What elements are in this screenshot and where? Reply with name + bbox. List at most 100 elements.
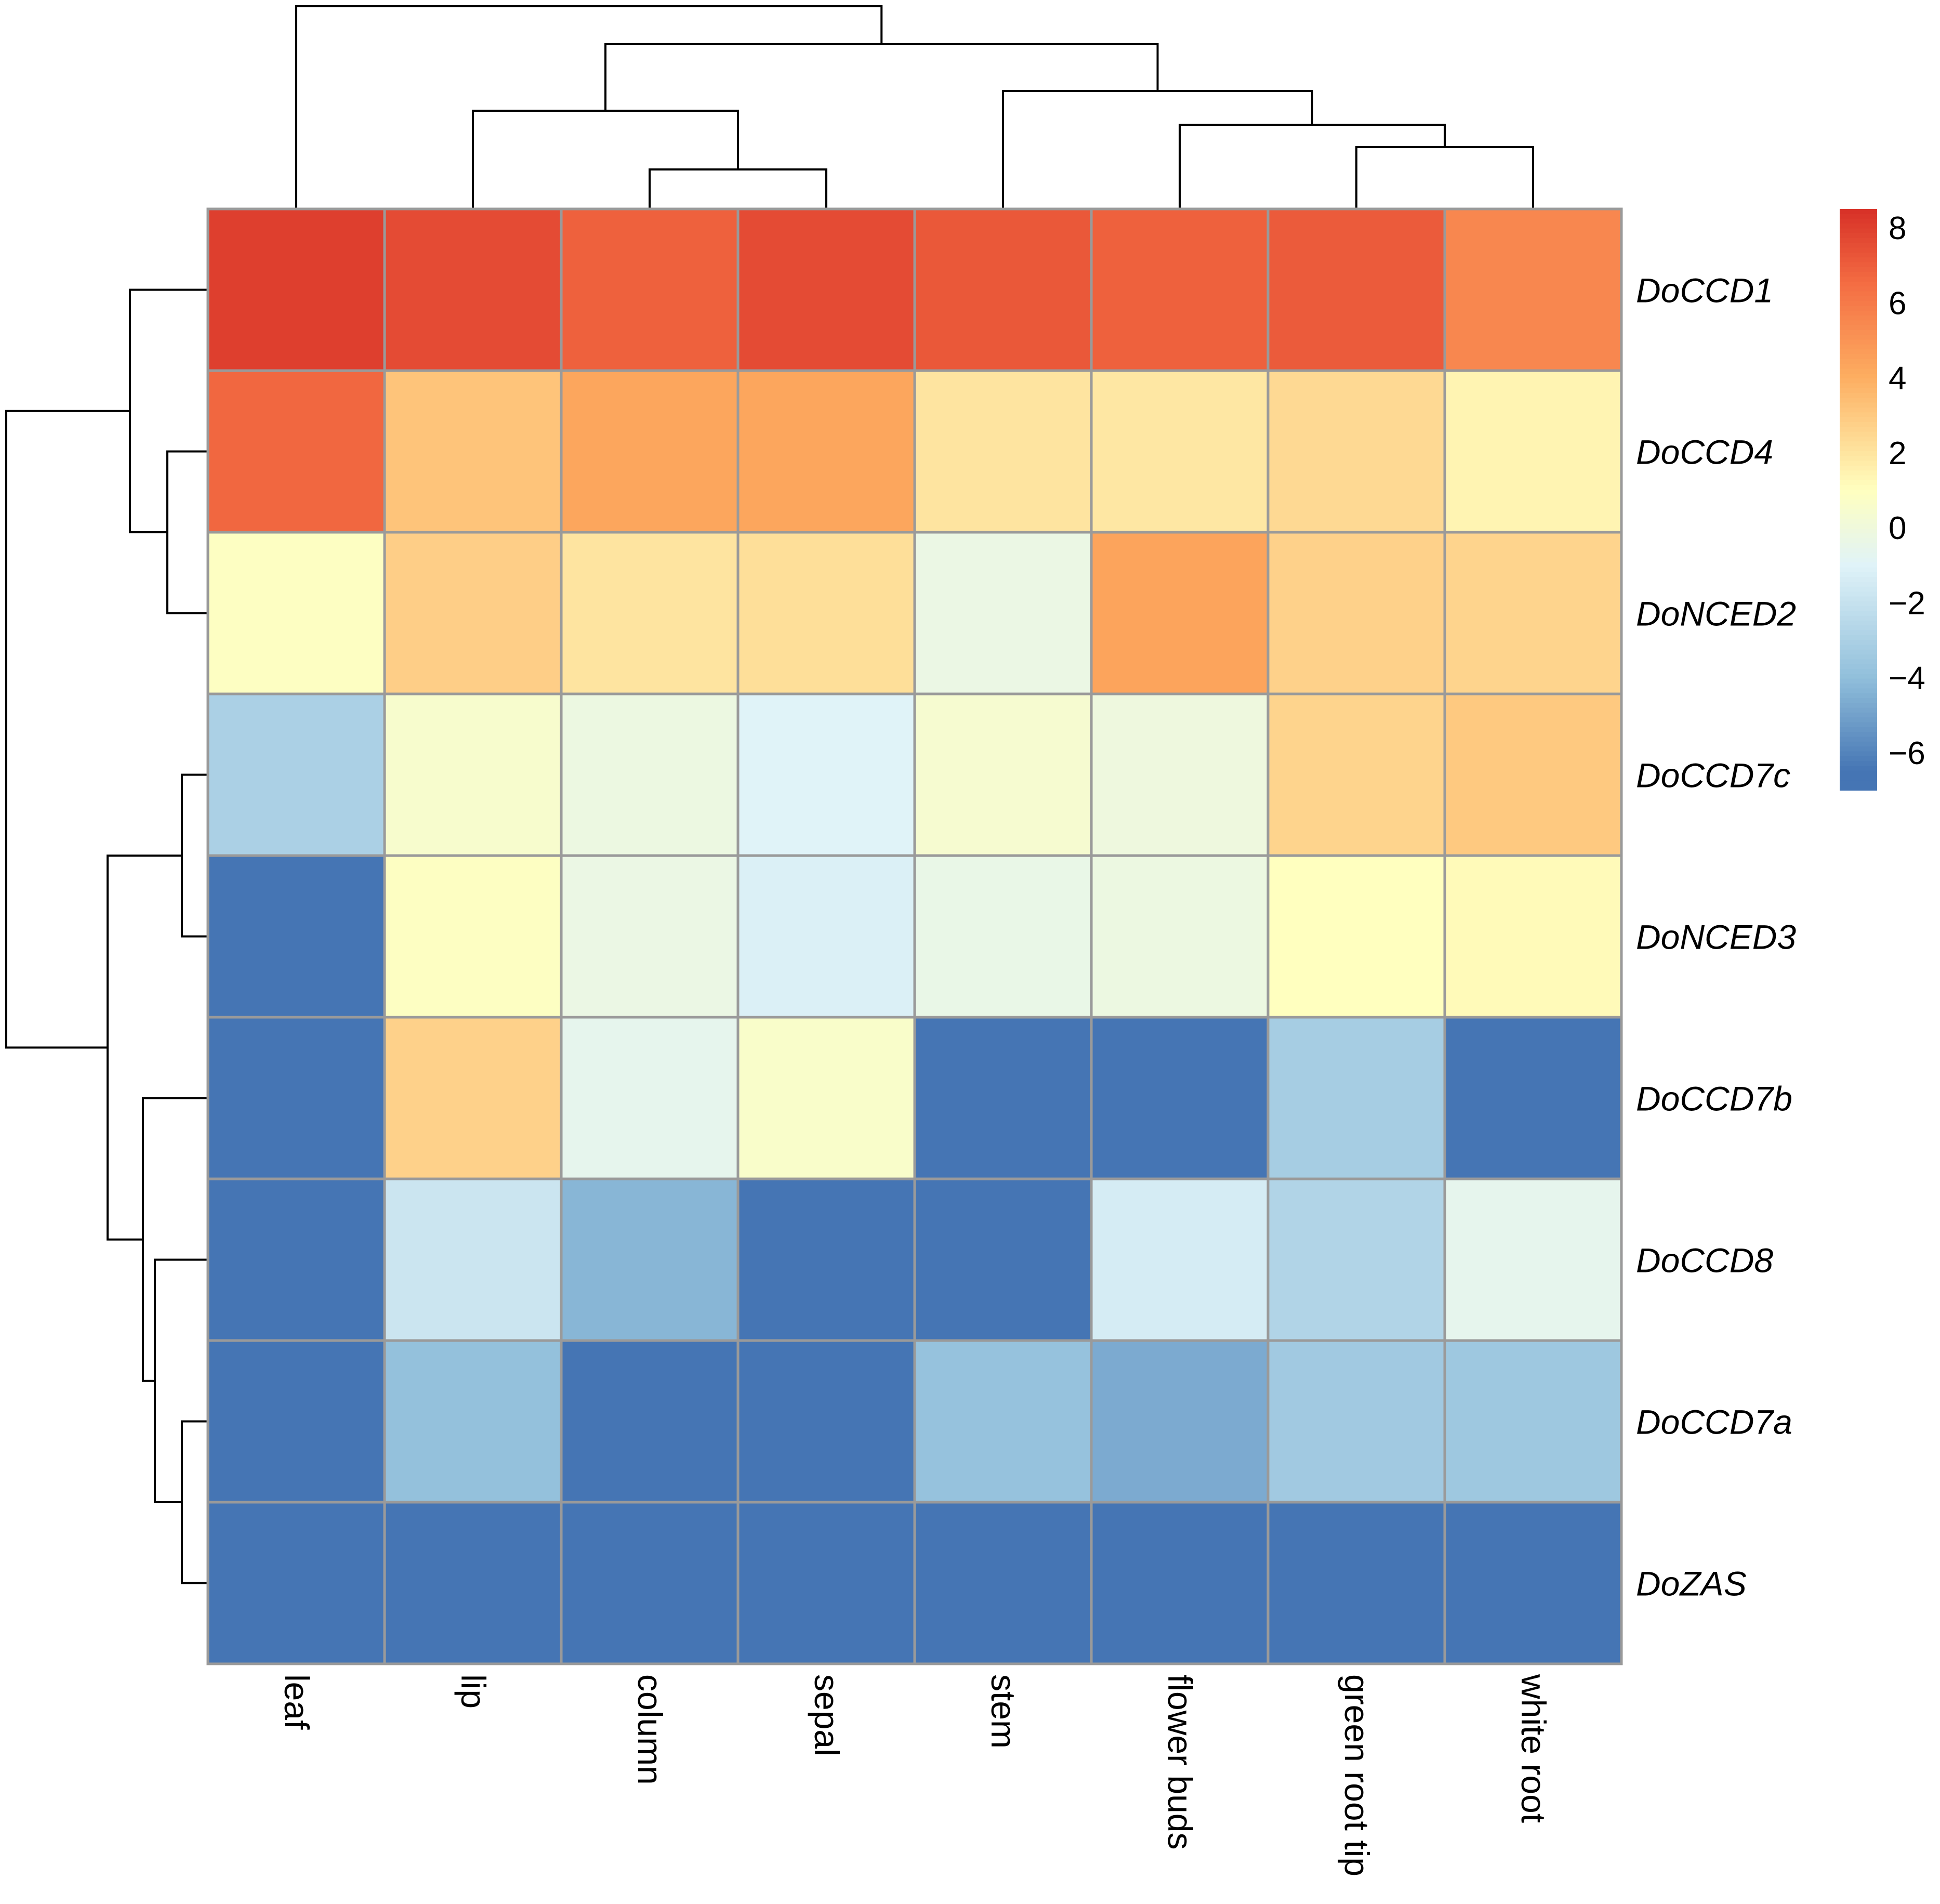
legend-color-segment	[1840, 214, 1877, 219]
legend-color-segment	[1840, 252, 1877, 258]
legend-color-segment	[1840, 451, 1877, 457]
column-merge	[1002, 90, 1313, 209]
legend-color-segment	[1840, 601, 1877, 607]
column-label: lip	[454, 1674, 493, 1709]
legend-color-segment	[1840, 330, 1877, 336]
row-label: DoNCED2	[1636, 595, 1796, 633]
column-merge	[1355, 146, 1534, 209]
heatmap-cell	[383, 531, 563, 695]
legend-color-segment	[1840, 247, 1877, 253]
legend-color-segment	[1840, 281, 1877, 287]
column-label: leaf	[278, 1674, 316, 1730]
heatmap-cell	[1443, 531, 1623, 695]
legend-color-segment	[1840, 490, 1877, 495]
legend-color-segment	[1840, 586, 1877, 593]
legend-tick-label: −4	[1889, 661, 1925, 697]
heatmap-cell	[383, 369, 563, 534]
heatmap-cell	[736, 1339, 916, 1504]
legend-color-segment	[1840, 592, 1877, 597]
heatmap-cell	[1090, 692, 1270, 857]
legend-color-segment	[1840, 770, 1877, 777]
legend-color-segment	[1840, 272, 1877, 278]
column-label: sepal	[808, 1674, 846, 1756]
legend-color-segment	[1840, 504, 1877, 510]
legend-color-segment	[1840, 562, 1877, 568]
heatmap-cell	[560, 692, 740, 857]
legend-color-segment	[1840, 785, 1877, 791]
heatmap-cells	[206, 207, 1623, 1665]
legend-color-segment	[1840, 301, 1877, 307]
legend-color-segment	[1840, 417, 1877, 423]
heatmap-cell	[1090, 854, 1270, 1019]
legend-tick-label: −6	[1889, 736, 1925, 771]
legend-color-segment	[1840, 228, 1877, 234]
heatmap-cell	[560, 854, 740, 1019]
legend-color-segment	[1840, 669, 1877, 675]
heatmap-cell	[1443, 207, 1623, 372]
legend-color-segment	[1840, 625, 1877, 631]
legend-color-segment	[1840, 649, 1877, 655]
legend-color-segment	[1840, 223, 1877, 229]
legend-color-segment	[1840, 267, 1877, 273]
legend-color-segment	[1840, 528, 1877, 534]
legend-color-segment	[1840, 465, 1877, 471]
legend-color-segment	[1840, 398, 1877, 403]
legend-color-segment	[1840, 548, 1877, 554]
legend-tick-label: 8	[1889, 211, 1906, 246]
column-label: stem	[984, 1674, 1023, 1749]
legend-color-segment	[1840, 238, 1877, 244]
heatmap-cell	[913, 1177, 1093, 1342]
heatmap-cell	[1266, 1339, 1446, 1504]
legend-color-segment	[1840, 315, 1877, 321]
legend-color-segment	[1840, 776, 1877, 781]
legend-color-segment	[1840, 485, 1877, 491]
heatmap-cell	[1266, 692, 1446, 857]
heatmap-cell	[560, 1177, 740, 1342]
row-label: DoCCD4	[1636, 433, 1773, 471]
legend-color-segment	[1840, 233, 1877, 239]
legend-color-segment	[1840, 369, 1877, 374]
row-label: DoCCD7a	[1636, 1403, 1792, 1441]
legend-color-segment	[1840, 500, 1877, 505]
legend-tick-label: −2	[1889, 585, 1925, 621]
legend-color-segment	[1840, 402, 1877, 408]
heatmap-cell	[560, 1016, 740, 1180]
heatmap-cell	[1443, 1339, 1623, 1504]
legend-color-segment	[1840, 693, 1877, 699]
heatmap-cell	[206, 1177, 386, 1342]
heatmap-cell	[383, 207, 563, 372]
legend-color-segment	[1840, 635, 1877, 641]
legend-color-segment	[1840, 659, 1877, 665]
legend-color-segment	[1840, 572, 1877, 578]
heatmap-cell	[1443, 1501, 1623, 1665]
legend-color-segment	[1840, 698, 1877, 704]
heatmap-cell	[560, 369, 740, 534]
row-label: DoCCD7c	[1636, 756, 1790, 795]
heatmap-cell	[383, 1501, 563, 1665]
legend-color-segment	[1840, 596, 1877, 602]
heatmap-cell	[913, 692, 1093, 857]
column-label: flower buds	[1161, 1674, 1199, 1850]
legend-color-segment	[1840, 688, 1877, 694]
heatmap-cell	[1090, 531, 1270, 695]
heatmap-cell	[383, 1177, 563, 1342]
row-labels: DoCCD1 DoCCD4 DoNCED2 DoCCD7c DoNCED3 DoCCD7b…	[1636, 271, 1796, 1603]
heatmap-cell	[1443, 369, 1623, 534]
heatmap-cell	[383, 1339, 563, 1504]
legend-color-segment	[1840, 257, 1877, 263]
row-merge	[107, 855, 182, 1241]
heatmap-cell	[206, 854, 386, 1019]
legend-color-segment	[1840, 732, 1877, 738]
heatmap-cell	[1090, 1177, 1270, 1342]
heatmap-cell	[736, 1501, 916, 1665]
legend-color-segment	[1840, 373, 1877, 379]
row-label: DoCCD1	[1636, 271, 1773, 310]
legend-color-segment	[1840, 470, 1877, 476]
legend-color-segment	[1840, 262, 1877, 268]
legend-color-segment	[1840, 780, 1877, 786]
legend-color-segment	[1840, 717, 1877, 723]
legend-color-segment	[1840, 514, 1877, 520]
legend-color-segment	[1840, 344, 1877, 350]
legend-color-segment	[1840, 475, 1877, 481]
